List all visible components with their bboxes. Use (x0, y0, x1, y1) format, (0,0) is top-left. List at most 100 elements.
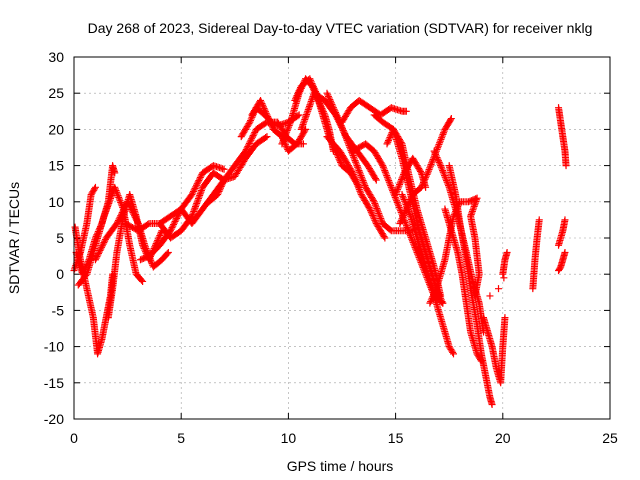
data-point (401, 197, 409, 205)
data-point (361, 182, 369, 190)
data-point (120, 206, 128, 214)
data-point (218, 181, 226, 189)
data-point (406, 211, 414, 219)
data-point (331, 107, 339, 115)
data-point (115, 215, 123, 223)
data-point (257, 96, 265, 104)
data-point (352, 160, 360, 168)
data-point (257, 98, 265, 106)
data-point (358, 175, 366, 183)
data-point (350, 155, 358, 163)
data-point (124, 198, 132, 206)
data-point (279, 137, 287, 145)
data-point (266, 117, 274, 125)
data-point (449, 348, 457, 356)
y-tick-label: -10 (44, 339, 64, 355)
data-point (352, 158, 360, 166)
data-point (381, 167, 389, 175)
data-point (379, 162, 387, 170)
data-point (404, 227, 412, 235)
data-point (342, 133, 350, 141)
data-point (242, 147, 250, 155)
data-point (292, 95, 300, 103)
data-point (355, 184, 363, 192)
data-point (410, 240, 418, 248)
data-point (262, 109, 270, 117)
data-point (373, 206, 381, 214)
data-point (98, 242, 106, 250)
data-point (216, 186, 224, 194)
data-point (250, 130, 258, 138)
data-point (428, 294, 436, 302)
data-point (398, 176, 406, 184)
data-point (95, 250, 103, 258)
x-tick-label: 5 (177, 430, 185, 446)
data-point (428, 159, 436, 167)
x-tick-label: 10 (281, 430, 297, 446)
data-point (133, 216, 141, 224)
data-point (395, 202, 403, 210)
data-point (352, 177, 360, 185)
data-point (193, 181, 201, 189)
data-point (294, 90, 302, 98)
data-point (406, 232, 414, 240)
y-tick-label: -15 (44, 375, 64, 391)
data-point (375, 211, 383, 219)
data-point (407, 194, 415, 202)
data-point (449, 350, 457, 358)
x-tick-label: 0 (70, 430, 78, 446)
data-point (407, 233, 415, 241)
data-point (101, 237, 109, 245)
data-point (282, 142, 290, 150)
data-point (214, 191, 222, 199)
data-point (425, 165, 433, 173)
data-point (397, 177, 405, 185)
data-point (397, 216, 405, 224)
data-point (113, 220, 121, 228)
data-point (359, 177, 367, 185)
data-point (99, 240, 107, 248)
data-point (192, 183, 200, 191)
data-point (385, 135, 393, 143)
data-point (379, 163, 387, 171)
data-point (411, 243, 419, 251)
data-point (401, 199, 409, 207)
y-tick-label: 10 (48, 194, 64, 210)
data-point (405, 207, 413, 215)
data-point (124, 199, 132, 207)
data-point (121, 204, 129, 212)
y-tick-label: 25 (48, 85, 64, 101)
data-point (355, 186, 363, 194)
data-point (355, 167, 363, 175)
data-point (396, 179, 404, 187)
data-point (91, 183, 99, 191)
data-point (429, 291, 437, 299)
data-point (342, 135, 350, 143)
data-point (325, 94, 333, 102)
data-point (164, 248, 172, 256)
data-point (416, 167, 424, 175)
data-point (167, 225, 175, 233)
data-point (242, 146, 250, 154)
data-point (115, 193, 123, 201)
data-point (172, 216, 180, 224)
data-point (440, 129, 448, 137)
data-point (434, 144, 442, 152)
data-point (334, 113, 342, 121)
data-point (329, 102, 337, 110)
data-point (283, 128, 291, 136)
data-point (383, 173, 391, 181)
data-point (245, 120, 253, 128)
data-point (380, 165, 388, 173)
data-point (114, 216, 122, 224)
data-point (281, 132, 289, 140)
data-point (82, 272, 90, 280)
data-point (398, 174, 406, 182)
data-point (433, 154, 441, 162)
data-point (139, 277, 147, 285)
data-point (392, 189, 400, 197)
data-point (535, 216, 543, 224)
data-point (371, 175, 379, 183)
data-point (409, 238, 417, 246)
data-point (394, 200, 402, 208)
